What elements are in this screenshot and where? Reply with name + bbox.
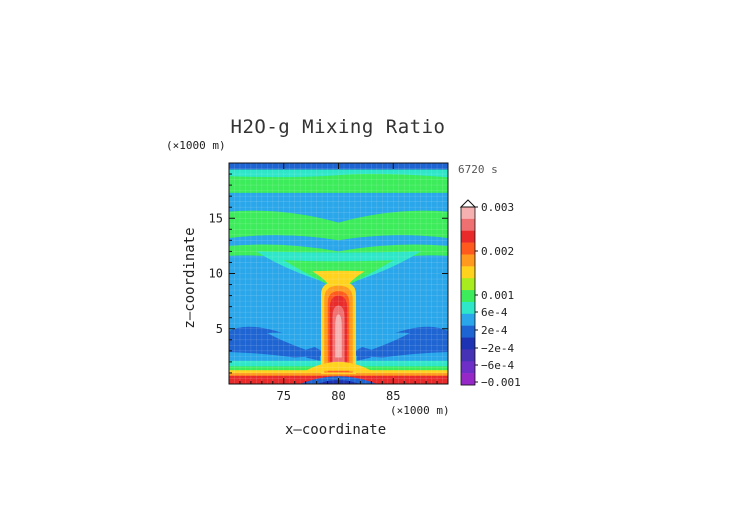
colorbar-label: 2e-4 — [481, 324, 508, 337]
colorbar-label: 0.003 — [481, 201, 514, 214]
colorbar-label: −2e-4 — [481, 342, 514, 355]
colorbar-swatch — [461, 301, 475, 315]
colorbar-swatch — [461, 218, 475, 232]
chart-title: H2O-g Mixing Ratio — [230, 116, 446, 138]
field-plume — [335, 314, 342, 358]
field-lobe — [267, 332, 317, 350]
time-label: 6720 s — [458, 163, 498, 176]
colorbar-label: 0.001 — [481, 289, 514, 302]
y-tick-label: 10 — [209, 267, 223, 281]
colorbar-swatch — [461, 373, 475, 386]
colorbar-label: −6e-4 — [481, 359, 514, 372]
field-band — [229, 210, 448, 241]
colorbar-swatch — [461, 325, 475, 338]
colorbar-swatch — [461, 278, 475, 291]
x-tick-label: 85 — [386, 389, 400, 403]
colorbar-swatch — [461, 242, 475, 255]
colorbar-swatch — [461, 254, 475, 267]
grid-lines — [229, 163, 448, 384]
field-lobe — [349, 326, 448, 358]
colorbar-swatch — [461, 361, 475, 374]
y-axis-unit: (×1000 m) — [166, 139, 226, 152]
colorbar-swatch — [461, 207, 475, 220]
field-plume — [305, 350, 320, 361]
field-plume — [357, 350, 372, 361]
colorbar-label: 6e-4 — [481, 306, 508, 319]
colorbar-swatch — [461, 230, 475, 243]
colorbar-arrow — [459, 199, 477, 208]
field-band — [229, 169, 448, 178]
field-plume — [305, 361, 372, 371]
colorbar-swatch — [461, 313, 475, 326]
field-lobe — [360, 332, 410, 350]
y-tick-label: 5 — [216, 322, 223, 336]
x-tick-label: 80 — [331, 389, 345, 403]
field-anvil — [312, 270, 365, 285]
axes: 75 80 85 5 10 15 — [209, 163, 448, 403]
field-band — [229, 235, 448, 252]
colorbar-swatch — [461, 266, 475, 279]
field-band — [229, 196, 448, 223]
colorbar: 0.003 0.002 0.001 6e-4 2e-4 −2e-4 −6e-4 −0.001 — [459, 199, 521, 389]
colorbar-swatch — [461, 337, 475, 350]
colorbar-frame — [460, 206, 476, 386]
y-tick-label: 15 — [209, 211, 223, 225]
x-axis-label: x–coordinate — [285, 422, 387, 438]
x-axis-unit: (×1000 m) — [390, 404, 450, 417]
x-tick-label: 75 — [277, 389, 291, 403]
colorbar-label: −0.001 — [481, 376, 521, 389]
field-lobe — [229, 326, 328, 358]
colorbar-swatch — [461, 349, 475, 362]
colorbar-swatch — [461, 290, 475, 303]
colorbar-label: 0.002 — [481, 245, 514, 258]
